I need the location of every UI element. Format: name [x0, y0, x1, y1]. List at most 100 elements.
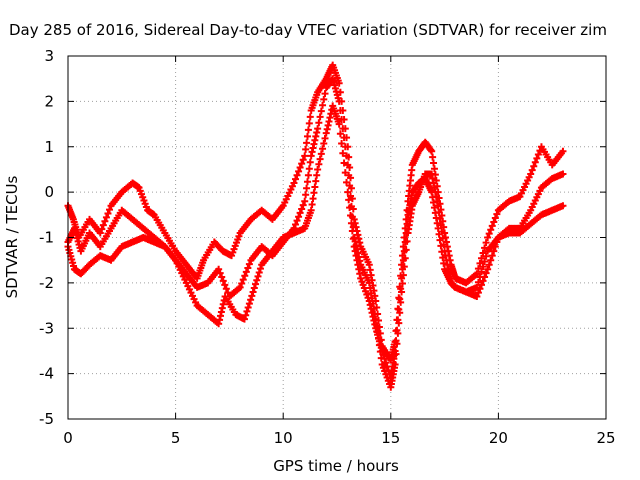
data-point — [304, 126, 312, 134]
data-point — [474, 278, 482, 286]
y-tick-label: -2 — [39, 274, 54, 292]
data-point — [245, 300, 253, 308]
data-point — [428, 147, 436, 155]
data-point — [340, 134, 348, 142]
data-point — [479, 277, 487, 285]
data-point — [104, 210, 112, 218]
data-point — [305, 165, 313, 173]
data-point — [349, 235, 357, 243]
data-point — [244, 304, 252, 312]
data-point — [344, 188, 352, 196]
data-point — [320, 95, 328, 103]
data-point — [293, 217, 301, 225]
data-point — [305, 119, 313, 127]
data-point — [299, 156, 307, 164]
data-point — [437, 242, 445, 250]
data-point — [347, 192, 355, 200]
data-point — [215, 265, 223, 273]
data-point — [238, 280, 246, 288]
data-point — [302, 191, 310, 199]
data-point — [400, 247, 408, 255]
data-point — [296, 209, 304, 217]
data-point — [96, 229, 104, 237]
data-point — [316, 155, 324, 163]
data-point — [298, 205, 306, 213]
data-point — [482, 239, 490, 247]
data-point — [303, 132, 311, 140]
data-point — [250, 284, 258, 292]
y-tick-label: -4 — [39, 365, 54, 383]
axis-ticks — [67, 55, 607, 420]
data-point — [296, 163, 304, 171]
data-point — [477, 268, 485, 276]
data-point — [559, 147, 567, 155]
series-1 — [64, 61, 567, 364]
data-point — [302, 145, 310, 153]
x-tick-label: 5 — [171, 429, 181, 447]
data-point — [314, 165, 322, 173]
data-point — [301, 197, 309, 205]
data-point — [490, 218, 498, 226]
data-point — [319, 101, 327, 109]
data-point — [347, 219, 355, 227]
data-point — [382, 359, 390, 367]
data-point — [303, 184, 311, 192]
data-point — [303, 178, 311, 186]
data-point — [531, 158, 539, 166]
data-point — [316, 113, 324, 121]
data-point — [398, 265, 406, 273]
data-point — [399, 256, 407, 264]
data-point — [435, 230, 443, 238]
data-point — [319, 145, 327, 153]
data-point — [256, 265, 264, 273]
data-points — [64, 61, 567, 391]
data-point — [488, 252, 496, 260]
data-point — [347, 211, 355, 219]
chart-title: Day 285 of 2016, Sidereal Day-to-day VTE… — [9, 21, 607, 39]
data-point — [381, 355, 389, 363]
data-point — [301, 152, 309, 160]
data-point — [341, 169, 349, 177]
data-point — [434, 224, 442, 232]
tick-labels: 0 5 10 15 20 25 -5 -4 -3 -2 -1 0 1 2 3 — [39, 47, 616, 447]
data-point — [218, 273, 226, 281]
data-point — [482, 252, 490, 260]
data-point — [343, 178, 351, 186]
data-point — [434, 202, 442, 210]
x-tick-label: 15 — [381, 429, 400, 447]
data-point — [438, 248, 446, 256]
data-point — [403, 220, 411, 228]
data-point — [343, 152, 351, 160]
data-point — [534, 151, 542, 159]
data-point — [254, 272, 262, 280]
data-point — [247, 296, 255, 304]
data-point — [395, 305, 403, 313]
data-point — [396, 295, 404, 303]
data-point — [439, 254, 447, 262]
data-point — [378, 347, 386, 355]
data-point — [255, 269, 263, 277]
data-point — [479, 263, 487, 271]
data-point — [336, 106, 344, 114]
data-point — [491, 214, 499, 222]
data-point — [430, 165, 438, 173]
data-point — [248, 292, 256, 300]
data-point — [392, 337, 400, 345]
data-point — [314, 125, 322, 133]
x-tick-label: 20 — [489, 429, 508, 447]
data-point — [245, 260, 253, 268]
data-point — [291, 221, 299, 229]
data-point — [397, 285, 405, 293]
series-3 — [64, 102, 567, 382]
data-point — [308, 200, 316, 208]
data-point — [487, 226, 495, 234]
x-tick-label: 25 — [596, 429, 615, 447]
data-point — [533, 154, 541, 162]
data-point — [291, 175, 299, 183]
data-point — [393, 326, 401, 334]
data-point — [339, 149, 347, 157]
data-point — [481, 257, 489, 265]
y-tick-label: 3 — [44, 47, 54, 65]
data-point — [241, 272, 249, 280]
data-point — [474, 289, 482, 297]
